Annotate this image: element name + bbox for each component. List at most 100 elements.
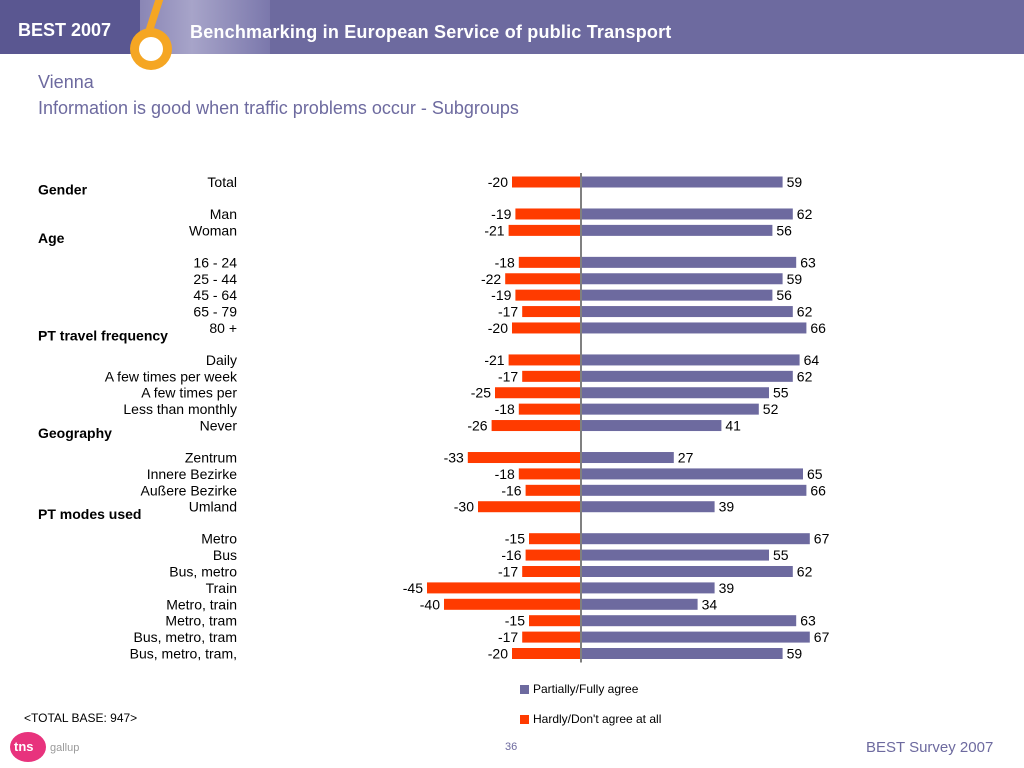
row-label: Train	[206, 580, 237, 596]
data-label-positive: 63	[800, 613, 816, 629]
bar-positive	[582, 322, 807, 334]
data-label-negative: -18	[495, 401, 515, 417]
row-label: Less than monthly	[123, 401, 237, 417]
data-label-negative: -15	[505, 613, 525, 629]
row-label: 80 +	[209, 320, 237, 336]
data-label-positive: 66	[810, 482, 826, 498]
bar-positive	[582, 566, 793, 577]
data-label-negative: -20	[488, 646, 508, 662]
gallup-logo-text: gallup	[50, 742, 80, 754]
slide-title: Vienna	[38, 72, 94, 92]
data-label-positive: 52	[763, 401, 779, 417]
row-label: Daily	[206, 352, 237, 368]
bar-negative	[515, 208, 580, 220]
data-label-negative: -26	[467, 418, 487, 434]
data-label-negative: -17	[498, 629, 518, 645]
data-label-negative: -30	[454, 499, 474, 515]
data-label-negative: -20	[488, 174, 508, 190]
row-label: Woman	[189, 222, 237, 238]
bar-positive	[582, 224, 773, 236]
data-label-positive: 27	[678, 450, 694, 466]
row-label: 25 - 44	[193, 271, 237, 287]
bar-positive	[582, 289, 773, 301]
data-label-negative: -17	[498, 368, 518, 384]
data-label-positive: 59	[787, 174, 803, 190]
bar-negative	[525, 549, 580, 561]
bar-negative	[467, 452, 580, 464]
data-label-negative: -18	[495, 466, 515, 482]
bar-negative	[522, 566, 580, 577]
bar-positive	[582, 273, 783, 285]
bar-positive	[582, 598, 698, 610]
data-label-negative: -25	[471, 385, 491, 401]
data-label-negative: -40	[420, 596, 440, 612]
bar-negative	[444, 598, 580, 610]
row-label: Metro, train	[166, 596, 237, 612]
data-label-positive: 62	[797, 304, 813, 320]
row-label: A few times per week	[105, 368, 238, 384]
bar-negative	[512, 322, 580, 334]
bar-positive	[582, 452, 674, 464]
brand-box	[0, 0, 140, 54]
data-label-negative: -17	[498, 304, 518, 320]
bar-negative	[529, 615, 580, 627]
data-label-negative: -19	[491, 287, 511, 303]
bar-negative	[505, 273, 580, 285]
bar-negative	[512, 648, 580, 659]
tns-logo-text: tns	[14, 739, 34, 754]
bar-positive	[582, 208, 793, 220]
header-subtitle: Benchmarking in European Service of publ…	[190, 22, 672, 42]
bar-negative	[427, 582, 580, 594]
data-label-negative: -16	[501, 547, 521, 563]
bar-positive	[582, 468, 803, 480]
bar-negative	[518, 403, 580, 415]
bar-positive	[582, 370, 793, 382]
group-heading: Gender	[38, 181, 88, 197]
diverging-bar-chart: Total -20 59 Gender Man -19 62 Woman -21 56 Age 16 …	[38, 173, 830, 663]
row-label: 45 - 64	[193, 287, 237, 303]
slide-subtitle: Information is good when traffic problem…	[38, 98, 519, 118]
row-label: Innere Bezirke	[147, 466, 237, 482]
row-label: Never	[200, 418, 238, 434]
header-bar: BEST 2007 Benchmarking in European Servi…	[0, 0, 1024, 70]
row-label: Außere Bezirke	[141, 482, 238, 498]
row-label: 16 - 24	[193, 254, 237, 270]
bar-negative	[491, 420, 580, 432]
data-label-positive: 39	[719, 580, 735, 596]
data-label-positive: 56	[776, 287, 792, 303]
page-number: 36	[505, 741, 518, 753]
bar-positive	[582, 484, 807, 496]
data-label-negative: -21	[484, 352, 504, 368]
data-label-positive: 66	[810, 320, 826, 336]
bar-positive	[582, 387, 769, 399]
row-label: Metro	[201, 531, 237, 547]
data-label-negative: -22	[481, 271, 501, 287]
data-label-positive: 59	[787, 646, 803, 662]
brand-title: BEST 2007	[18, 20, 112, 40]
bar-positive	[582, 549, 769, 561]
data-label-negative: -18	[495, 254, 515, 270]
data-label-negative: -19	[491, 206, 511, 222]
legend-label-positive: Partially/Fully agree	[533, 682, 639, 696]
bar-positive	[582, 533, 810, 545]
bar-negative	[508, 354, 580, 366]
bar-positive	[582, 256, 797, 268]
data-label-positive: 62	[797, 564, 813, 580]
data-label-negative: -21	[484, 222, 504, 238]
legend-swatch-positive	[520, 685, 529, 695]
data-label-positive: 34	[702, 596, 718, 612]
data-label-negative: -20	[488, 320, 508, 336]
row-label: Zentrum	[185, 450, 237, 466]
legend-swatch-negative	[520, 715, 529, 725]
data-label-positive: 59	[787, 271, 803, 287]
bar-negative	[495, 387, 580, 399]
legend-item-negative: Hardly/Don't agree at all	[520, 712, 661, 726]
data-label-positive: 65	[807, 466, 823, 482]
data-label-positive: 55	[773, 385, 789, 401]
bar-negative	[518, 256, 580, 268]
row-label: A few times per	[141, 385, 237, 401]
bar-positive	[582, 615, 797, 627]
bar-negative	[515, 289, 580, 301]
row-label: Man	[210, 206, 237, 222]
bar-positive	[582, 501, 715, 513]
